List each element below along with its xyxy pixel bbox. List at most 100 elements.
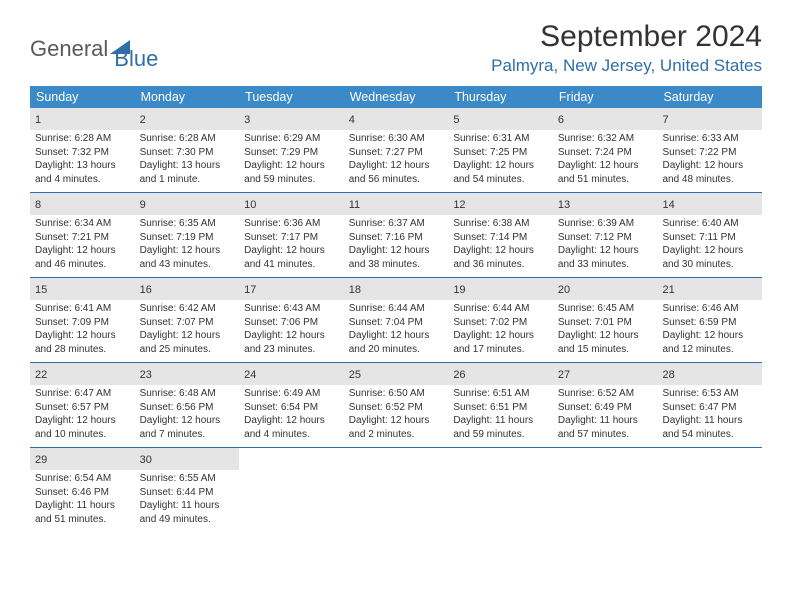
- sunset-line: Sunset: 6:46 PM: [35, 486, 130, 500]
- day-info: Sunrise: 6:44 AMSunset: 7:02 PMDaylight:…: [453, 302, 548, 356]
- logo-text-general: General: [30, 36, 108, 62]
- sunrise-line: Sunrise: 6:51 AM: [453, 387, 548, 401]
- day-number: 30: [140, 454, 152, 466]
- day-number: 24: [244, 369, 256, 381]
- sunset-line: Sunset: 7:27 PM: [349, 146, 444, 160]
- day-info: Sunrise: 6:47 AMSunset: 6:57 PMDaylight:…: [35, 387, 130, 441]
- day-number: 22: [35, 369, 47, 381]
- sunset-line: Sunset: 7:12 PM: [558, 231, 653, 245]
- day-number-row: 5: [448, 108, 553, 130]
- day-cell: 7Sunrise: 6:33 AMSunset: 7:22 PMDaylight…: [657, 108, 762, 192]
- daylight-line: Daylight: 12 hours and 7 minutes.: [140, 414, 235, 441]
- day-info: Sunrise: 6:28 AMSunset: 7:32 PMDaylight:…: [35, 132, 130, 186]
- day-number: 10: [244, 199, 256, 211]
- day-number-row: 11: [344, 193, 449, 215]
- daylight-line: Daylight: 11 hours and 51 minutes.: [35, 499, 130, 526]
- sunrise-line: Sunrise: 6:44 AM: [349, 302, 444, 316]
- day-number-row: 17: [239, 278, 344, 300]
- sunrise-line: Sunrise: 6:48 AM: [140, 387, 235, 401]
- day-number-row: 27: [553, 363, 658, 385]
- day-info: Sunrise: 6:38 AMSunset: 7:14 PMDaylight:…: [453, 217, 548, 271]
- sunrise-line: Sunrise: 6:40 AM: [662, 217, 757, 231]
- day-number: 29: [35, 454, 47, 466]
- week-row: 15Sunrise: 6:41 AMSunset: 7:09 PMDayligh…: [30, 278, 762, 363]
- day-number: 1: [35, 114, 41, 126]
- day-cell: 30Sunrise: 6:55 AMSunset: 6:44 PMDayligh…: [135, 448, 240, 532]
- sunrise-line: Sunrise: 6:54 AM: [35, 472, 130, 486]
- sunrise-line: Sunrise: 6:49 AM: [244, 387, 339, 401]
- sunset-line: Sunset: 6:49 PM: [558, 401, 653, 415]
- day-info: Sunrise: 6:40 AMSunset: 7:11 PMDaylight:…: [662, 217, 757, 271]
- day-cell: 4Sunrise: 6:30 AMSunset: 7:27 PMDaylight…: [344, 108, 449, 192]
- day-number-row: 8: [30, 193, 135, 215]
- sunset-line: Sunset: 6:54 PM: [244, 401, 339, 415]
- day-info: Sunrise: 6:49 AMSunset: 6:54 PMDaylight:…: [244, 387, 339, 441]
- sunrise-line: Sunrise: 6:55 AM: [140, 472, 235, 486]
- day-number-row: 2: [135, 108, 240, 130]
- day-number-row: 16: [135, 278, 240, 300]
- day-cell: 9Sunrise: 6:35 AMSunset: 7:19 PMDaylight…: [135, 193, 240, 277]
- day-info: Sunrise: 6:39 AMSunset: 7:12 PMDaylight:…: [558, 217, 653, 271]
- day-info: Sunrise: 6:48 AMSunset: 6:56 PMDaylight:…: [140, 387, 235, 441]
- day-number-row: [344, 448, 449, 470]
- day-number: 13: [558, 199, 570, 211]
- day-number-row: 29: [30, 448, 135, 470]
- day-number: [349, 454, 352, 466]
- sunrise-line: Sunrise: 6:35 AM: [140, 217, 235, 231]
- sunrise-line: Sunrise: 6:41 AM: [35, 302, 130, 316]
- daylight-line: Daylight: 12 hours and 2 minutes.: [349, 414, 444, 441]
- day-cell: 14 Sunrise: 6:40 AMSunset: 7:11 PMDayligh…: [657, 193, 762, 277]
- sunset-line: Sunset: 7:21 PM: [35, 231, 130, 245]
- day-number: [453, 454, 456, 466]
- day-cell: 24 Sunrise: 6:49 AMSunset: 6:54 PMDayligh…: [239, 363, 344, 447]
- weekday-col: Monday: [135, 86, 240, 108]
- daylight-line: Daylight: 12 hours and 38 minutes.: [349, 244, 444, 271]
- daylight-line: Daylight: 11 hours and 57 minutes.: [558, 414, 653, 441]
- daylight-line: Daylight: 12 hours and 10 minutes.: [35, 414, 130, 441]
- day-number-row: 23: [135, 363, 240, 385]
- daylight-line: Daylight: 12 hours and 28 minutes.: [35, 329, 130, 356]
- day-number-row: 26: [448, 363, 553, 385]
- day-number: 11: [349, 199, 360, 211]
- daylight-line: Daylight: 12 hours and 48 minutes.: [662, 159, 757, 186]
- daylight-line: Daylight: 12 hours and 46 minutes.: [35, 244, 130, 271]
- day-cell: 5 Sunrise: 6:31 AMSunset: 7:25 PMDaylight…: [448, 108, 553, 192]
- day-cell: 20Sunrise: 6:45 AMSunset: 7:01 PMDayligh…: [553, 278, 658, 362]
- sunset-line: Sunset: 6:44 PM: [140, 486, 235, 500]
- day-number: 8: [35, 199, 41, 211]
- day-info: Sunrise: 6:33 AMSunset: 7:22 PMDaylight:…: [662, 132, 757, 186]
- daylight-line: Daylight: 12 hours and 20 minutes.: [349, 329, 444, 356]
- sunset-line: Sunset: 7:16 PM: [349, 231, 444, 245]
- sunrise-line: Sunrise: 6:37 AM: [349, 217, 444, 231]
- day-cell: 10Sunrise: 6:36 AMSunset: 7:17 PMDayligh…: [239, 193, 344, 277]
- day-number-row: [239, 448, 344, 470]
- daylight-line: Daylight: 12 hours and 4 minutes.: [244, 414, 339, 441]
- sunrise-line: Sunrise: 6:28 AM: [35, 132, 130, 146]
- day-info: Sunrise: 6:45 AMSunset: 7:01 PMDaylight:…: [558, 302, 653, 356]
- day-number-row: [448, 448, 553, 470]
- day-info: Sunrise: 6:31 AMSunset: 7:25 PMDaylight:…: [453, 132, 548, 186]
- weekday-col: Thursday: [448, 86, 553, 108]
- day-info: Sunrise: 6:37 AMSunset: 7:16 PMDaylight:…: [349, 217, 444, 271]
- day-number-row: 14: [657, 193, 762, 215]
- week-row: 8Sunrise: 6:34 AMSunset: 7:21 PMDaylight…: [30, 193, 762, 278]
- day-number: 14: [662, 199, 674, 211]
- header: General Blue September 2024 Palmyra, New…: [30, 20, 762, 76]
- daylight-line: Daylight: 12 hours and 33 minutes.: [558, 244, 653, 271]
- day-number-row: 20: [553, 278, 658, 300]
- day-number-row: 25: [344, 363, 449, 385]
- day-number: 2: [140, 114, 146, 126]
- daylight-line: Daylight: 12 hours and 51 minutes.: [558, 159, 653, 186]
- day-info: Sunrise: 6:54 AMSunset: 6:46 PMDaylight:…: [35, 472, 130, 526]
- day-number: 21: [662, 284, 674, 296]
- day-cell: 13 Sunrise: 6:39 AMSunset: 7:12 PMDayligh…: [553, 193, 658, 277]
- day-info: Sunrise: 6:51 AMSunset: 6:51 PMDaylight:…: [453, 387, 548, 441]
- sunset-line: Sunset: 7:30 PM: [140, 146, 235, 160]
- sunrise-line: Sunrise: 6:46 AM: [662, 302, 757, 316]
- day-info: Sunrise: 6:29 AMSunset: 7:29 PMDaylight:…: [244, 132, 339, 186]
- sunset-line: Sunset: 7:06 PM: [244, 316, 339, 330]
- day-number-row: 28: [657, 363, 762, 385]
- day-cell: 19Sunrise: 6:44 AMSunset: 7:02 PMDayligh…: [448, 278, 553, 362]
- day-number: 5: [453, 114, 459, 126]
- day-cell: Sunrise: Sunset: Daylight:: [553, 448, 658, 532]
